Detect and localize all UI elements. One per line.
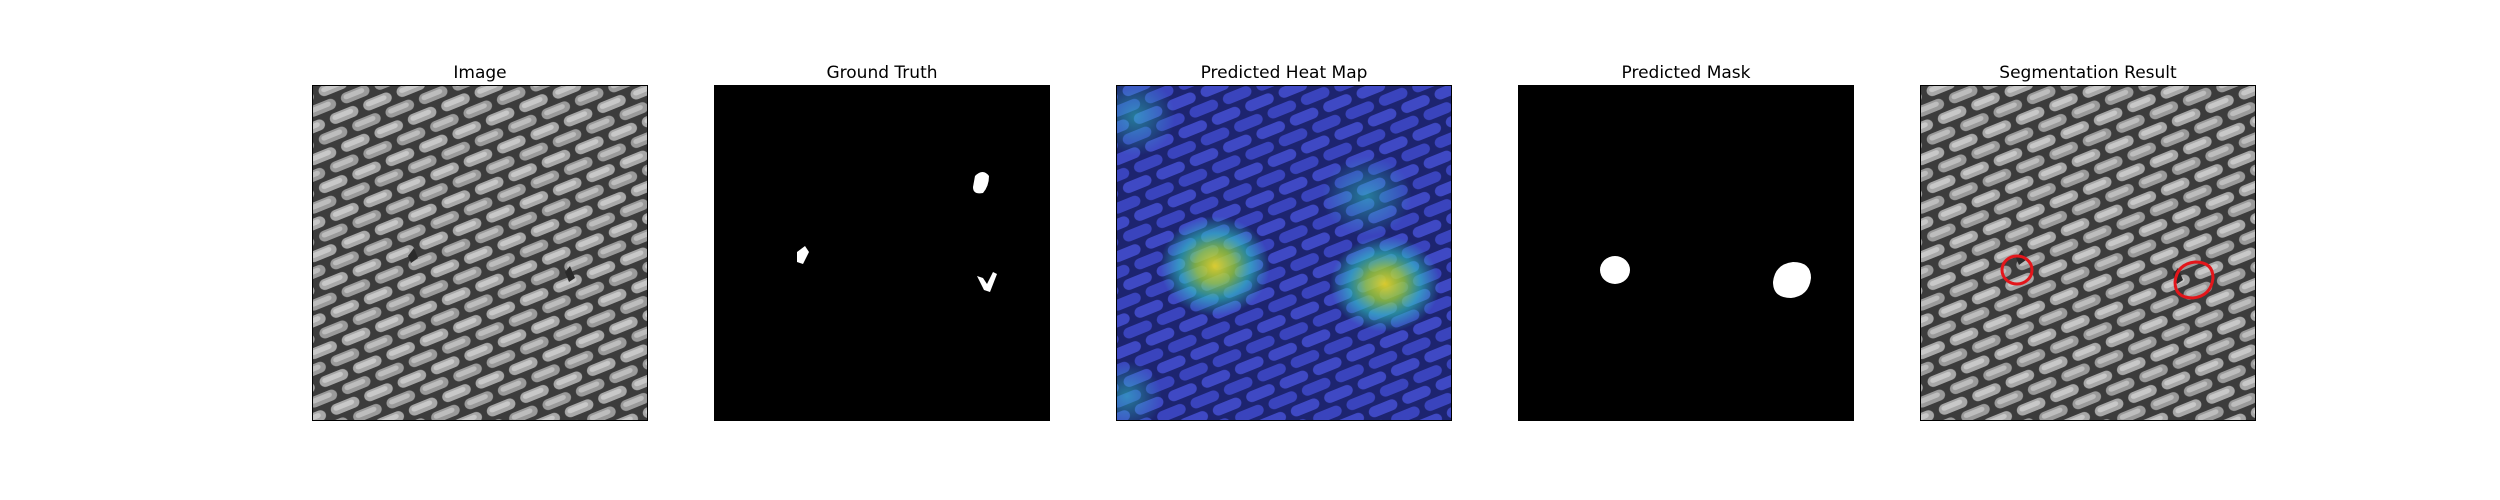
contour-left	[2000, 254, 2034, 286]
gt-region-top-right	[973, 172, 989, 194]
contour-right	[2173, 260, 2215, 300]
panel-image: Image	[312, 62, 648, 424]
segmentation-result-frame	[1920, 85, 2256, 421]
panel-predicted-mask: Predicted Mask	[1518, 62, 1854, 424]
defect-mark-left	[408, 248, 418, 263]
input-texture-image	[313, 86, 647, 420]
predicted-mask-frame	[1518, 85, 1854, 421]
panel-ground-truth: Ground Truth	[714, 62, 1050, 424]
heat-map-frame	[1116, 85, 1452, 421]
ground-truth-frame	[714, 85, 1050, 421]
panel-segmentation-result: Segmentation Result	[1920, 62, 2256, 424]
heat-hotspot-right	[1330, 236, 1440, 332]
mask-region-right	[1773, 262, 1811, 298]
mask-region-left	[1600, 256, 1630, 284]
ground-truth-mask	[715, 86, 1049, 420]
predicted-heat-map	[1117, 86, 1451, 420]
panel-title-predicted-mask: Predicted Mask	[1621, 63, 1751, 83]
panel-title-ground-truth: Ground Truth	[826, 63, 938, 83]
heat-hotspot-left	[1160, 216, 1270, 316]
panel-predicted-heat-map: Predicted Heat Map	[1116, 62, 1452, 424]
panel-title-segmentation-result: Segmentation Result	[1999, 63, 2177, 83]
panel-title-predicted-heat-map: Predicted Heat Map	[1200, 63, 1368, 83]
gt-region-left	[797, 246, 809, 264]
gt-region-right	[977, 272, 997, 292]
segmentation-overlay	[1921, 86, 2255, 420]
defect-mark-right	[565, 266, 575, 282]
image-frame	[312, 85, 648, 421]
predicted-mask	[1519, 86, 1853, 420]
panel-title-image: Image	[453, 63, 507, 83]
